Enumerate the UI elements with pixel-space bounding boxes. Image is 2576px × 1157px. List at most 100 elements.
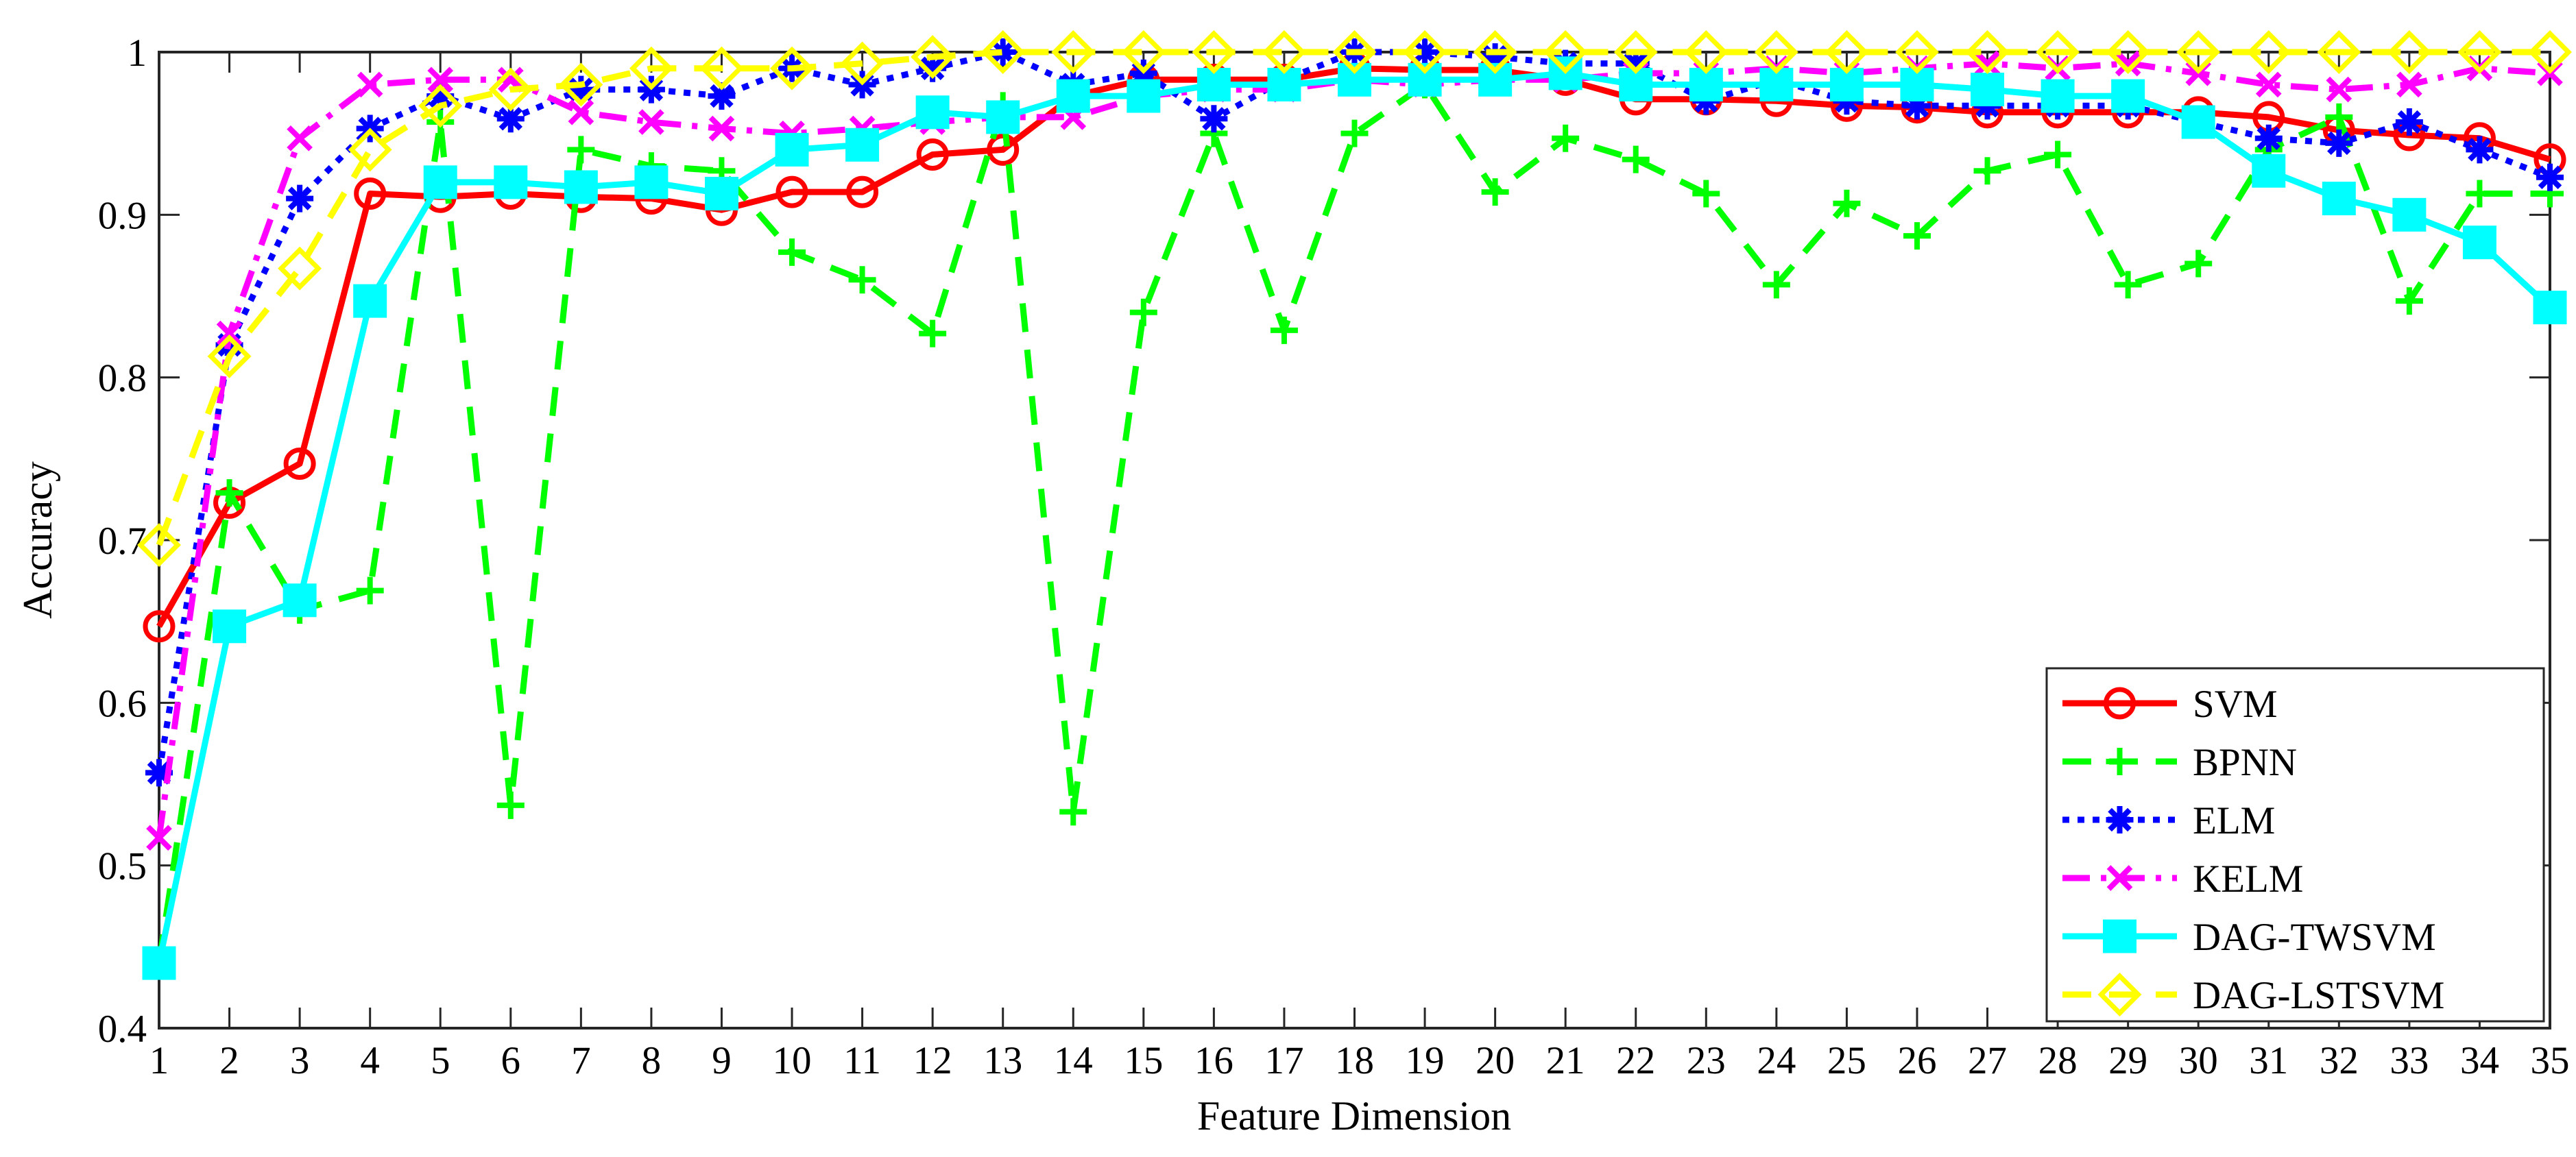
x-tick-label: 19 [1406, 1039, 1445, 1082]
legend-label: KELM [2193, 857, 2303, 901]
y-axis-title: Accuracy [15, 461, 60, 619]
data-point [2533, 291, 2567, 325]
data-point [916, 138, 949, 171]
data-point [1825, 30, 1869, 74]
data-point [708, 82, 736, 110]
x-tick-label: 7 [571, 1039, 591, 1082]
legend-marker [2106, 865, 2133, 891]
data-point [1754, 30, 1798, 74]
y-tick-label: 0.5 [98, 845, 147, 888]
data-point [207, 334, 252, 378]
data-point [567, 136, 595, 164]
data-point [1267, 67, 1301, 101]
x-tick-label: 29 [2108, 1039, 2147, 1082]
data-point [1974, 50, 2001, 77]
x-tick-label: 17 [1264, 1039, 1303, 1082]
data-point [846, 175, 879, 208]
data-point [137, 523, 181, 568]
x-tick-label: 9 [712, 1039, 732, 1082]
x-tick-label: 11 [843, 1039, 881, 1082]
data-point [1903, 92, 1931, 120]
legend-entry: KELM [2062, 857, 2303, 901]
x-tick-label: 21 [1546, 1039, 1585, 1082]
data-point [1332, 30, 1377, 74]
series-line [156, 60, 2551, 838]
data-point [567, 75, 595, 103]
data-point [216, 320, 243, 347]
data-point [353, 284, 387, 318]
legend-marker [2104, 687, 2136, 720]
data-point [1056, 79, 1090, 113]
data-point [146, 825, 172, 851]
data-point [1613, 30, 1658, 74]
data-point [845, 127, 880, 162]
data-point [348, 127, 392, 172]
legend-marker [2097, 973, 2142, 1016]
data-point [286, 184, 314, 212]
data-point [778, 238, 806, 266]
legend-marker [2106, 806, 2134, 833]
data-point [145, 759, 173, 787]
legend-marker [2103, 919, 2136, 953]
data-point [2252, 154, 2286, 188]
data-point [282, 583, 317, 618]
x-tick-label: 30 [2179, 1039, 2218, 1082]
data-point [2041, 79, 2075, 113]
data-point [840, 41, 884, 86]
x-tick-label: 5 [431, 1039, 450, 1082]
data-point [283, 447, 316, 480]
data-point [919, 54, 947, 82]
data-point [1129, 298, 1157, 326]
legend-entry: SVM [2062, 683, 2278, 726]
data-point [989, 38, 1017, 66]
x-tick-label: 3 [290, 1039, 310, 1082]
data-point [213, 609, 247, 644]
data-point [2115, 50, 2141, 77]
x-tick-label: 20 [1476, 1039, 1515, 1082]
data-point [2528, 30, 2572, 74]
series-dag-twsvm [142, 56, 2567, 980]
y-tick-label: 0.4 [98, 1008, 147, 1051]
data-point [215, 479, 243, 507]
data-point [2326, 76, 2352, 103]
data-point [2322, 182, 2356, 216]
data-point [986, 100, 1020, 134]
data-point [1692, 180, 1720, 208]
data-point [142, 946, 176, 980]
x-tick-label: 13 [983, 1039, 1022, 1082]
data-point [1619, 67, 1653, 101]
data-point [1973, 157, 2001, 185]
data-point [2536, 163, 2564, 191]
data-point [427, 66, 454, 93]
x-tick-label: 25 [1827, 1039, 1866, 1082]
legend-label: DAG-LSTSVM [2193, 974, 2444, 1017]
series-dag-lstsvm [137, 30, 2572, 568]
data-point [1622, 145, 1650, 173]
series-bpnn [145, 71, 2564, 977]
data-point [919, 319, 947, 348]
data-point [418, 84, 463, 128]
x-tick-label: 33 [2390, 1039, 2429, 1082]
legend-label: DAG-TWSVM [2193, 916, 2436, 959]
data-point [1833, 189, 1861, 217]
data-point [2255, 71, 2282, 98]
data-point [2176, 30, 2221, 74]
data-point [1622, 49, 1650, 77]
y-tick-label: 0.8 [98, 357, 147, 400]
data-point [1262, 30, 1306, 74]
data-point [423, 165, 457, 199]
data-point [2395, 287, 2423, 315]
data-point [2457, 30, 2502, 74]
data-point [2462, 226, 2496, 260]
data-point [1340, 119, 1369, 147]
data-point [2254, 124, 2283, 152]
data-point [1543, 30, 1588, 74]
y-tick-label: 1 [128, 32, 147, 75]
x-tick-label: 28 [2038, 1039, 2078, 1082]
x-tick-label: 6 [501, 1039, 521, 1082]
data-point [1903, 222, 1931, 250]
data-point [2317, 30, 2361, 74]
series-line [156, 49, 2550, 546]
data-point [496, 105, 525, 133]
